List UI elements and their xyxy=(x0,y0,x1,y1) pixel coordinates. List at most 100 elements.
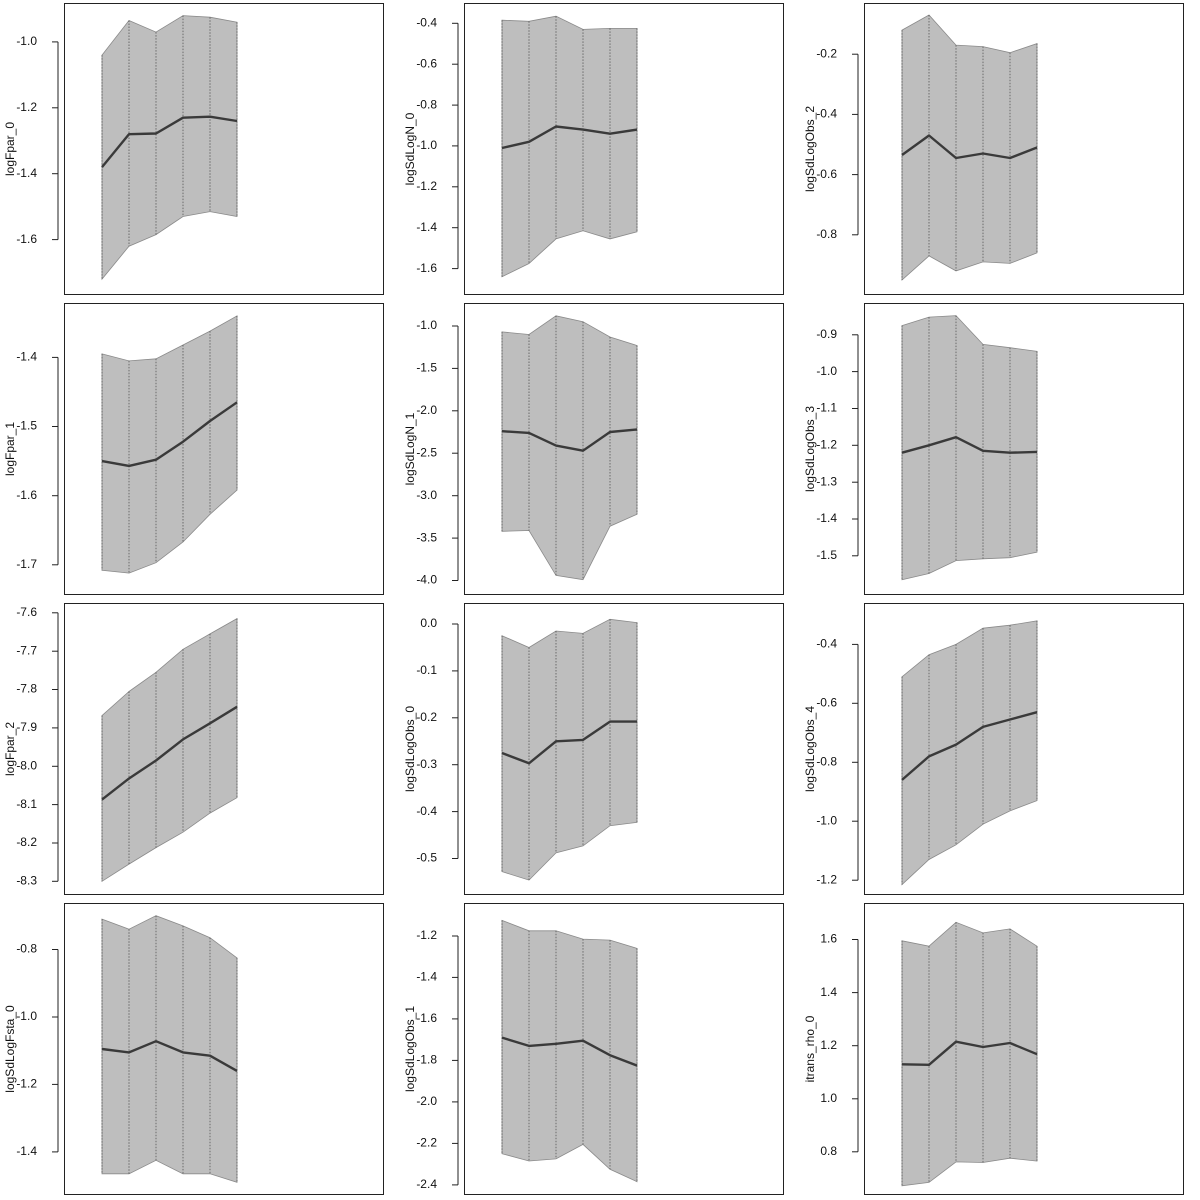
panel-9-tick-label: -1.4 xyxy=(16,1144,37,1158)
panel-6-tick-label: -8.0 xyxy=(16,758,37,772)
panel-10-ylabel: logSdLogObs_1 xyxy=(403,1006,417,1092)
panel-8-band xyxy=(901,620,1038,886)
panel-5-tick-label: -0.9 xyxy=(816,327,837,341)
panel-5-frame xyxy=(864,303,1184,595)
panel-1: -1.6 -1.4 -1.2 -1.0 -0.8 -0.6 -0.4 logSdLogN_0 xyxy=(403,3,784,295)
panel-8: -1.2 -1.0 -0.8 -0.6 -0.4 logSdLogObs_4 xyxy=(803,603,1184,895)
panel-3-tick-label: -1.7 xyxy=(16,557,37,571)
panel-0-ylabel: logFpar_0 xyxy=(3,122,17,176)
panel-5-ylabel: logSdLogObs_3 xyxy=(803,406,817,492)
panel-11-tick-label: 0.8 xyxy=(820,1144,837,1158)
panel-6-tick-label: -8.1 xyxy=(16,797,37,811)
panel-8-tick-label: -0.4 xyxy=(816,637,837,651)
panel-0-band xyxy=(101,15,238,281)
panel-11-band xyxy=(901,921,1038,1187)
panel-8-tick-label: -1.0 xyxy=(816,813,837,827)
panel-7-tick-label: 0.0 xyxy=(420,616,437,630)
panel-2-tick-label: -0.2 xyxy=(816,46,837,60)
panel-1-series-line xyxy=(501,125,638,150)
panel-9-ylabel: logSdLogFsta_0 xyxy=(3,1005,17,1093)
panel-3-tick-label: -1.5 xyxy=(16,419,37,433)
panel-7-tick-label: -0.2 xyxy=(416,710,437,724)
panel-0-series-line xyxy=(101,115,238,168)
panel-5-tick-label: -1.2 xyxy=(816,437,837,451)
panel-7-tick-label: -0.4 xyxy=(416,804,437,818)
panel-1-band xyxy=(501,15,638,278)
panel-9: -1.4 -1.2 -1.0 -0.8 logSdLogFsta_0 xyxy=(3,903,384,1195)
panel-8-tick-label: -1.2 xyxy=(816,872,837,886)
panel-6-frame xyxy=(64,603,384,895)
panel-10-tick-label: -2.0 xyxy=(416,1094,437,1108)
panel-4-ylabel: logSdLogN_1 xyxy=(403,412,417,485)
panel-10-tick-label: -1.8 xyxy=(416,1053,437,1067)
panel-8-frame xyxy=(864,603,1184,895)
panel-7: -0.5 -0.4 -0.3 -0.2 -0.1 0.0 logSdLogObs_0 xyxy=(403,603,784,895)
panel-0-tick-label: -1.2 xyxy=(16,100,37,114)
panel-1-tick-label: -0.8 xyxy=(416,97,437,111)
panel-6-tick-label: -7.7 xyxy=(16,643,37,657)
panel-6: -8.3 -8.2 -8.1 -8.0 -7.9 -7.8 -7.7 -7.6 logFpar_… xyxy=(3,603,384,895)
panel-5-tick-label: -1.1 xyxy=(816,401,837,415)
panel-7-tick-label: -0.5 xyxy=(416,851,437,865)
panel-9-tick-label: -1.0 xyxy=(16,1009,37,1023)
panel-5-tick-label: -1.5 xyxy=(816,548,837,562)
panel-5-tick-label: -1.3 xyxy=(816,474,837,488)
panel-9-series-line xyxy=(101,1040,238,1072)
panel-11-frame xyxy=(864,903,1184,1195)
panel-10: -2.4 -2.2 -2.0 -1.8 -1.6 -1.4 -1.2 logSdLogObs_… xyxy=(403,903,784,1195)
panel-1-tick-label: -1.6 xyxy=(416,261,437,275)
panel-5-tick-label: -1.0 xyxy=(816,364,837,378)
panel-4-tick-label: -1.0 xyxy=(416,318,437,332)
panel-6-tick-label: -7.6 xyxy=(16,605,37,619)
panel-1-frame xyxy=(464,3,784,295)
panel-9-frame xyxy=(64,903,384,1195)
panel-10-tick-label: -2.2 xyxy=(416,1136,437,1150)
panel-0-tick-label: -1.0 xyxy=(16,34,37,48)
panel-4-frame xyxy=(464,303,784,595)
panel-11-tick-label: 1.0 xyxy=(820,1091,837,1105)
panel-4-tick-label: -1.5 xyxy=(416,361,437,375)
panel-11-ylabel: itrans_rho_0 xyxy=(803,1015,817,1082)
panel-5: -1.5 -1.4 -1.3 -1.2 -1.1 -1.0 -0.9 logSdLogObs_… xyxy=(803,303,1184,595)
panel-2-tick-label: -0.6 xyxy=(816,167,837,181)
panel-7-frame xyxy=(464,603,784,895)
panel-4: -4.0 -3.5 -3.0 -2.5 -2.0 -1.5 -1.0 logSdLogN_1 xyxy=(403,303,784,595)
panel-11-tick-label: 1.2 xyxy=(820,1038,837,1052)
panel-11: 0.8 1.0 1.2 1.4 1.6 itrans_rho_0 xyxy=(803,903,1184,1195)
panel-4-tick-label: -4.0 xyxy=(416,573,437,587)
panel-6-ylabel: logFpar_2 xyxy=(3,722,17,776)
panel-3-tick-label: -1.4 xyxy=(16,350,37,364)
panel-10-tick-label: -2.4 xyxy=(416,1177,437,1191)
panel-4-tick-label: -2.5 xyxy=(416,445,437,459)
panel-0-frame xyxy=(64,3,384,295)
panel-3-frame xyxy=(64,303,384,595)
panel-7-series-line xyxy=(501,720,637,765)
panel-10-tick-label: -1.2 xyxy=(416,928,437,942)
panel-3-ylabel: logFpar_1 xyxy=(3,422,17,476)
panel-4-tick-label: -3.5 xyxy=(416,530,437,544)
panel-0-tick-label: -1.4 xyxy=(16,166,37,180)
panel-7-ylabel: logSdLogObs_0 xyxy=(403,706,417,792)
panel-9-tick-label: -0.8 xyxy=(16,942,37,956)
panel-3-band xyxy=(101,315,238,574)
panel-11-series-line xyxy=(901,1040,1038,1066)
panel-8-tick-label: -0.6 xyxy=(816,695,837,709)
panel-5-series-line xyxy=(901,436,1038,454)
panel-6-tick-label: -8.2 xyxy=(16,835,37,849)
panel-4-tick-label: -2.0 xyxy=(416,403,437,417)
panel-11-tick-label: 1.6 xyxy=(820,932,837,946)
panel-1-tick-label: -1.4 xyxy=(416,220,437,234)
panel-8-ylabel: logSdLogObs_4 xyxy=(803,706,817,792)
panel-10-tick-label: -1.4 xyxy=(416,970,437,984)
panel-3-series-line xyxy=(101,401,238,468)
panel-5-tick-label: -1.4 xyxy=(816,511,837,525)
panel-4-series-line xyxy=(501,428,638,452)
panel-1-tick-label: -0.6 xyxy=(416,56,437,70)
panel-11-tick-label: 1.4 xyxy=(820,985,837,999)
panel-2-tick-label: -0.8 xyxy=(816,227,837,241)
panel-1-ylabel: logSdLogN_0 xyxy=(403,112,417,185)
panel-3-tick-label: -1.6 xyxy=(16,488,37,502)
panel-3: -1.7 -1.6 -1.5 -1.4 logFpar_1 xyxy=(3,303,384,595)
panel-6-tick-label: -7.8 xyxy=(16,682,37,696)
panel-0-tick-label: -1.6 xyxy=(16,232,37,246)
